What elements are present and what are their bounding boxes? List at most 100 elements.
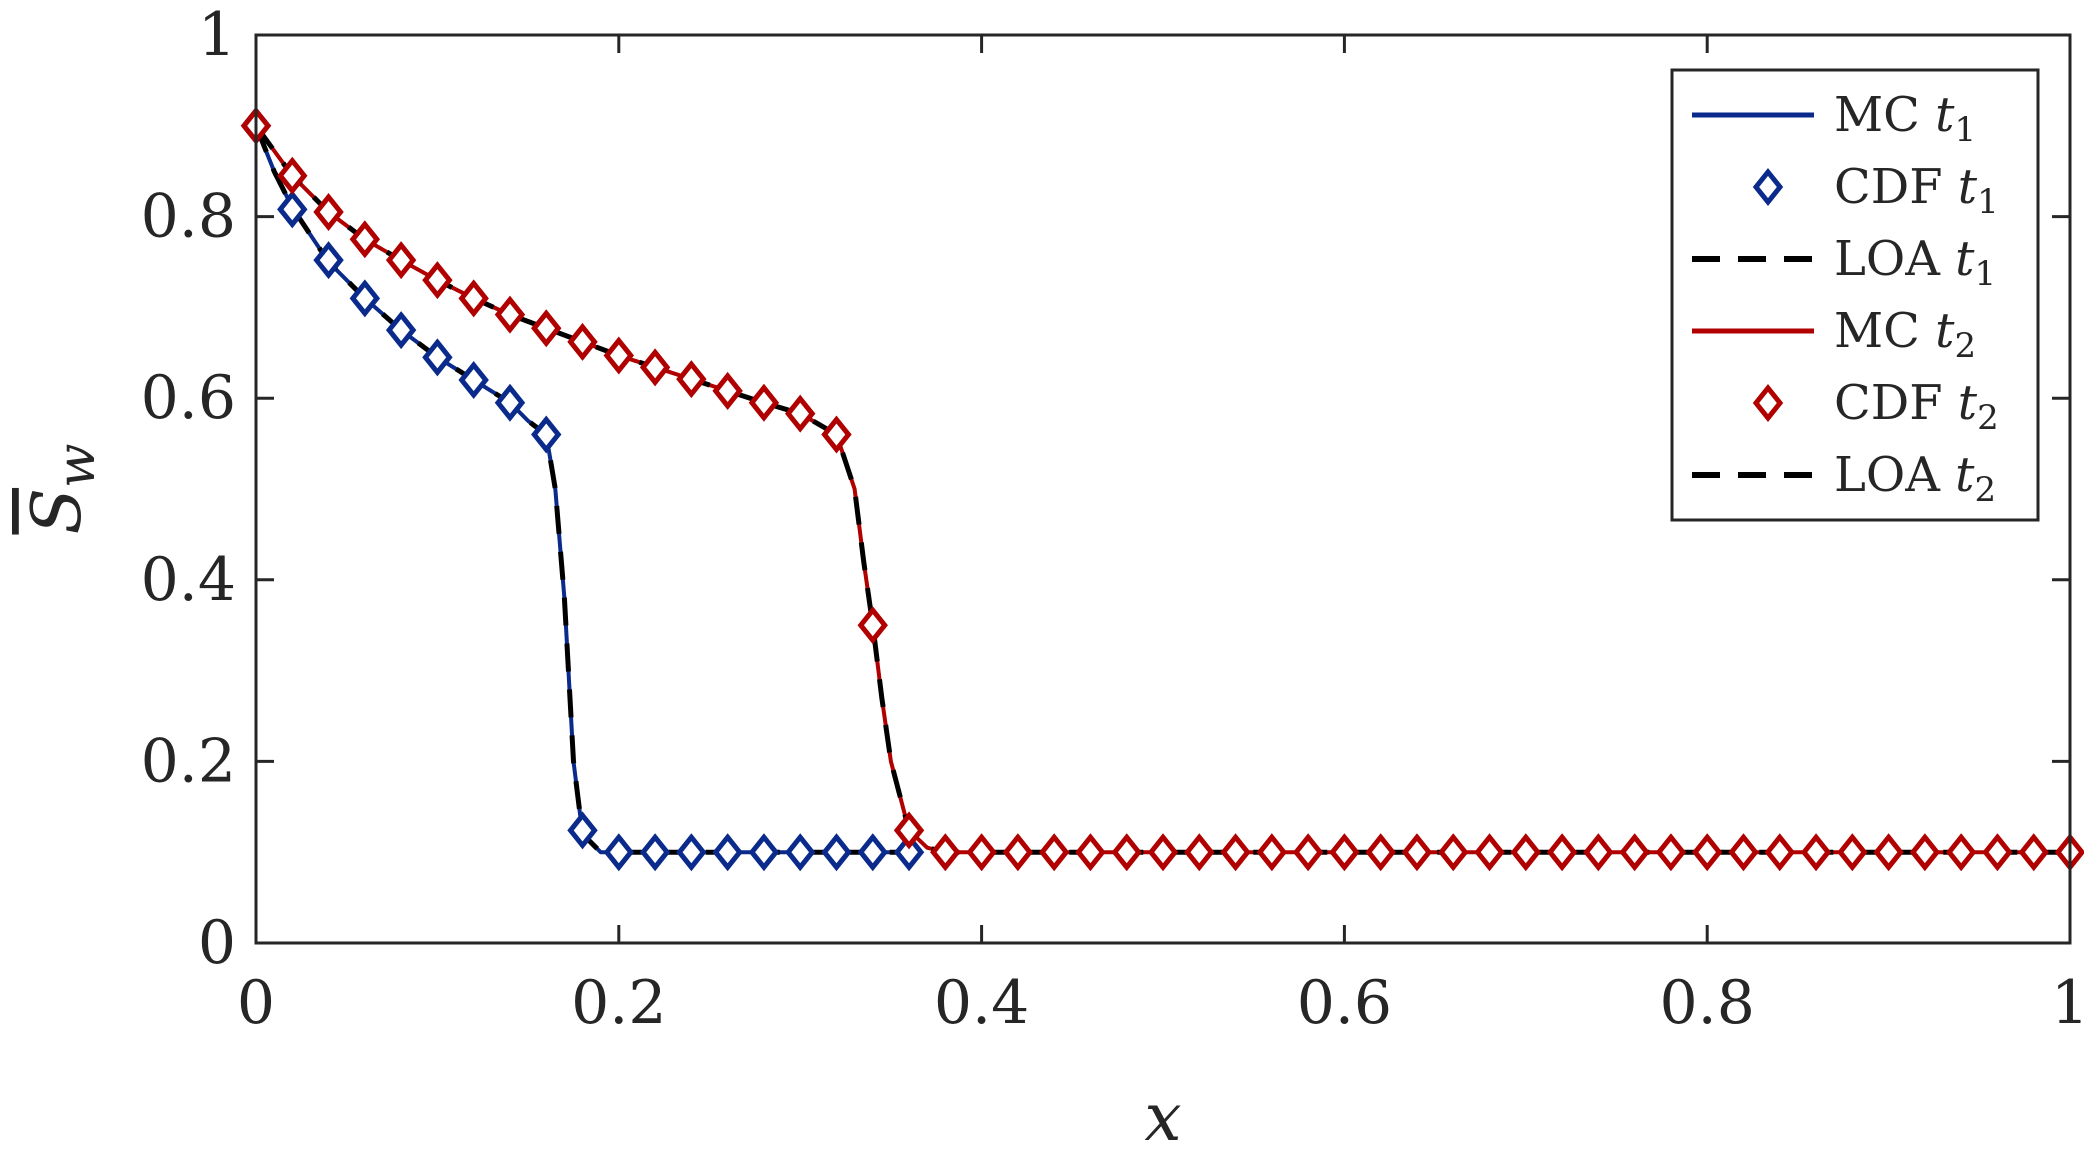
cdf-t2-point-1 [277,156,308,195]
cdf-t1-point-5 [422,338,453,377]
cdf-t1-point-16 [821,833,852,872]
cdf-t1-point-10 [603,833,635,872]
y-tick-label-4: 0.8 [141,182,236,252]
legend-label-cdf-t1: CDF t1 [1834,159,1999,222]
cdf-t1-markers [240,106,925,872]
cdf-t1-point-1 [277,190,308,229]
cdf-t1-point-7 [494,383,526,422]
cdf-t2-point-19 [930,833,961,872]
cdf-t2-point-49 [2018,833,2049,872]
y-axis-label: Sw [18,443,107,534]
cdf-t2-point-9 [567,322,598,361]
cdf-t2-point-29 [1292,833,1324,872]
cdf-t2-point-6 [458,279,489,318]
cdf-t2-point-46 [1909,833,1941,872]
cdf-t1-point-14 [748,833,780,872]
cdf-t2-point-11 [639,348,671,387]
cdf-t2-point-31 [1365,833,1396,872]
cdf-t2-point-26 [1184,833,1215,872]
cdf-t2-point-45 [1873,833,1904,872]
legend-swatch-cdf-t2 [1752,383,1784,423]
cdf-t2-point-20 [966,833,997,872]
legend-label-loa-t2: LOA t2 [1834,447,1996,510]
cdf-t2-point-44 [1837,833,1868,872]
y-tick-label-0: 0 [198,908,236,978]
x-tick-label-1: 0.2 [571,968,666,1038]
cdf-t2-point-5 [422,261,453,300]
cdf-t1-point-11 [639,833,671,872]
cdf-t2-point-34 [1474,833,1505,872]
legend-swatch-cdf-t1 [1752,167,1784,207]
legend: MC t1 CDF t1 LOA t1 MC t2 CDF t2 LOA t2 [1670,68,2040,522]
cdf-t2-point-47 [1945,833,1977,872]
cdf-t2-point-17 [857,606,888,645]
cdf-t2-point-39 [1655,833,1687,872]
cdf-t2-point-12 [676,360,707,399]
axes-layer: 0 0.2 0.4 0.6 0.8 1 0 0.2 0.4 0.6 0.8 1 x Sw [18,0,2084,1151]
cdf-t2-point-22 [1038,833,1070,872]
cdf-t2-point-36 [1546,833,1578,872]
cdf-t2-point-7 [494,295,526,334]
x-tick-label-2: 0.4 [934,968,1029,1038]
legend-label-loa-t1: LOA t1 [1834,231,1996,294]
cdf-t2-point-24 [1111,833,1142,872]
cdf-t2-point-21 [1002,833,1034,872]
legend-entry-mc-t2: MC t2 [1692,303,1976,366]
legend-entry-cdf-t1: CDF t1 [1752,159,1999,222]
legend-label-mc-t2: MC t2 [1834,303,1976,366]
axes-frame [254,33,2072,945]
x-axis-label: x [1144,1079,1181,1151]
legend-label-cdf-t2: CDF t2 [1834,375,1999,438]
cdf-t2-point-4 [385,241,417,280]
cdf-t2-point-38 [1619,833,1650,872]
cdf-t1-point-12 [676,833,707,872]
legend-box [1670,68,2040,522]
cdf-t2-point-41 [1728,833,1759,872]
y-tick-label-1: 0.2 [141,726,236,796]
legend-entry-loa-t2: LOA t2 [1692,447,1996,510]
cdf-t2-point-2 [313,193,344,232]
cdf-t2-point-27 [1220,833,1251,872]
y-tick-label-2: 0.4 [141,545,236,615]
x-tick-label-3: 0.6 [1297,968,1392,1038]
cdf-t2-point-13 [712,371,743,410]
legend-label-mc-t1: MC t1 [1834,87,1976,150]
cdf-t2-point-10 [603,336,635,375]
x-tick-label-0: 0 [237,968,275,1038]
series-layer [240,106,2084,872]
cdf-t2-point-35 [1510,833,1542,872]
cdf-t1-point-9 [567,811,598,850]
y-tick-label-3: 0.6 [141,363,236,433]
cdf-t2-point-37 [1583,833,1614,872]
x-tick-label-5: 1 [2051,968,2084,1038]
cdf-t2-point-48 [1982,833,2013,872]
cdf-t1-point-17 [857,833,888,872]
cdf-t2-point-18 [893,811,925,850]
y-axis-label-text: Sw [18,443,107,534]
cdf-t2-point-43 [1800,833,1832,872]
cdf-t1-point-18 [893,833,925,872]
cdf-t1-point-15 [784,833,816,872]
cdf-t2-point-16 [821,415,852,454]
cdf-t1-point-4 [385,311,417,350]
cdf-t2-point-3 [349,220,381,259]
cdf-t1-point-2 [313,241,344,280]
cdf-t2-point-40 [1691,833,1723,872]
cdf-t2-point-42 [1764,833,1795,872]
cdf-t2-point-32 [1401,833,1433,872]
x-tick-label-4: 0.8 [1659,968,1754,1038]
cdf-t2-point-28 [1256,833,1288,872]
cdf-t2-markers [240,106,2084,872]
cdf-t2-point-23 [1075,833,1106,872]
cdf-t2-point-15 [784,394,816,433]
legend-entry-cdf-t2: CDF t2 [1752,375,1999,438]
y-tick-label-5: 1 [198,0,236,70]
legend-entry-mc-t1: MC t1 [1692,87,1976,150]
cdf-t1-point-13 [712,833,743,872]
cdf-t2-point-25 [1147,833,1179,872]
cdf-t1-point-8 [531,415,562,454]
cdf-t1-point-6 [458,361,489,400]
legend-entry-loa-t1: LOA t1 [1692,231,1996,294]
cdf-t2-point-14 [748,383,780,422]
